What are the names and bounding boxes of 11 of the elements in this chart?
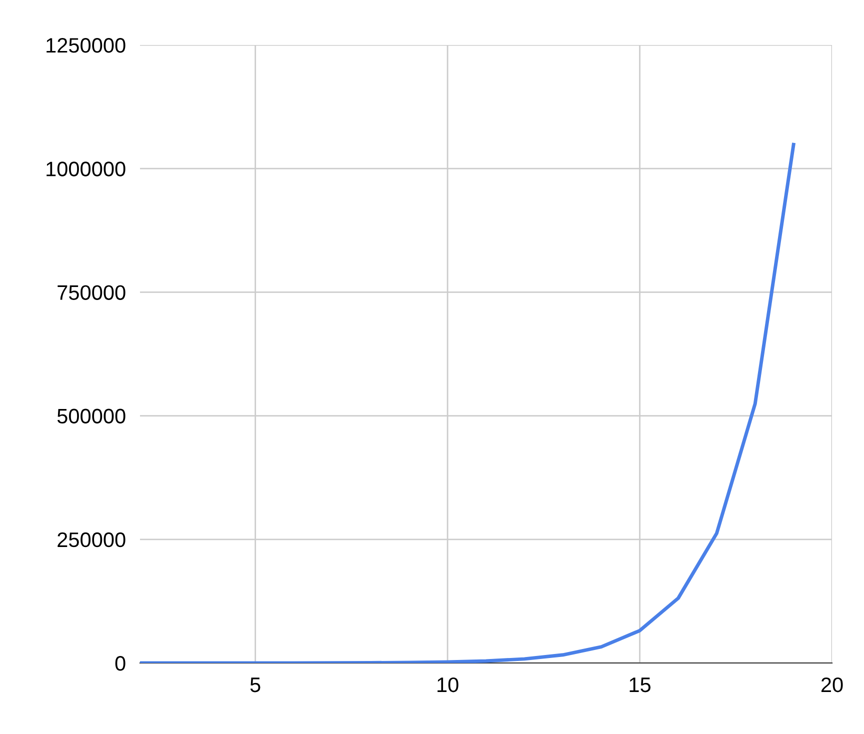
y-tick-label: 500000 xyxy=(57,408,126,424)
line-series xyxy=(140,142,796,663)
y-tick-label: 1250000 xyxy=(46,38,126,53)
x-tick-label: 5 xyxy=(250,678,260,692)
x-tick-label: 15 xyxy=(630,678,650,692)
x-tick-label: 20 xyxy=(821,677,843,692)
x-tick-label: 10 xyxy=(438,677,458,692)
y-tick-label: 750000 xyxy=(58,285,126,300)
y-tick-label: 0 xyxy=(115,656,126,671)
y-tick-label: 250000 xyxy=(58,532,126,548)
y-tick-label: 1000000 xyxy=(46,162,126,176)
